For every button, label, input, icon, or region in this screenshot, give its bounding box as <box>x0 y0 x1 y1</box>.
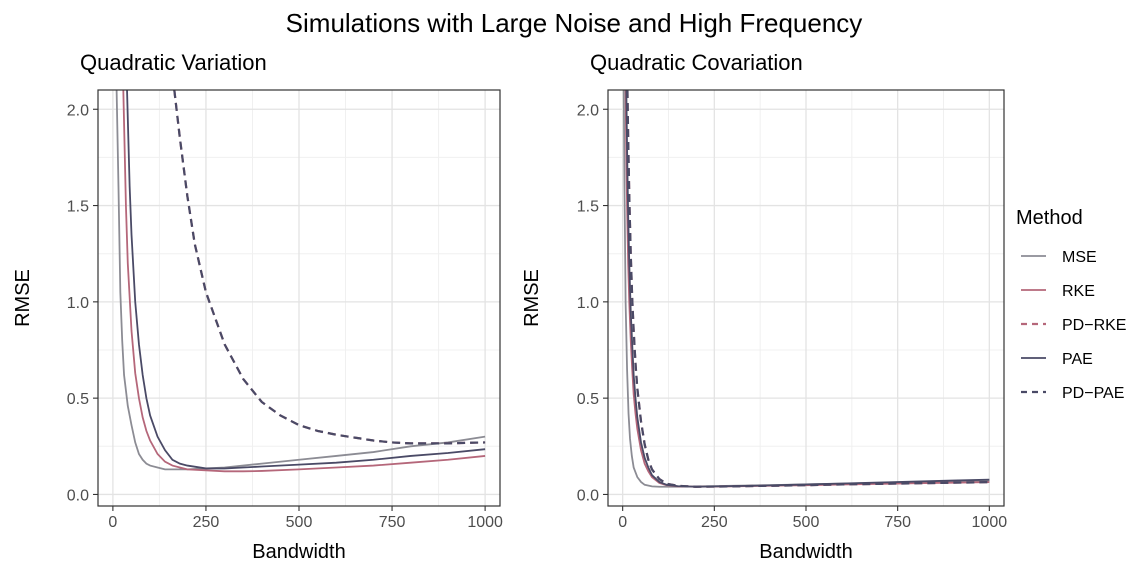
x-tick-label: 1000 <box>467 514 503 531</box>
series-line-mse <box>115 90 486 471</box>
series-group <box>115 90 486 473</box>
x-tick-label: 0 <box>108 514 117 531</box>
series-line-pdpae <box>626 90 990 488</box>
y-tick-label: 2.0 <box>67 102 89 119</box>
legend-label: PD−RKE <box>1062 317 1126 334</box>
x-tick-label: 500 <box>286 514 313 531</box>
y-tick-label: 1.0 <box>67 295 89 312</box>
legend-label: RKE <box>1062 283 1095 300</box>
y-axis-label: RMSE <box>521 269 543 327</box>
legend-label: PAE <box>1062 351 1093 368</box>
x-tick-label: 500 <box>793 514 820 531</box>
y-tick-label: 0.5 <box>577 391 599 408</box>
panel-1: 0 250 500 750 1000 0.0 0.5 1.0 1.5 2.0 Quadratic V… <box>12 50 503 563</box>
panel-title: Quadratic Variation <box>80 50 267 75</box>
x-tick-label: 250 <box>701 514 728 531</box>
y-tick-label: 0.0 <box>577 487 599 504</box>
y-axis-label: RMSE <box>12 269 34 327</box>
legend-label: MSE <box>1062 249 1097 266</box>
y-tick-label: 1.5 <box>577 199 599 216</box>
y-tick-label: 1.0 <box>577 295 599 312</box>
panels: 0 250 500 750 1000 0.0 0.5 1.0 1.5 2.0 Quadratic V… <box>12 50 1007 563</box>
y-tick-label: 1.5 <box>67 199 89 216</box>
x-axis-label: Bandwidth <box>252 541 345 563</box>
x-tick-label: 1000 <box>972 514 1008 531</box>
y-tick-label: 2.0 <box>577 102 599 119</box>
y-tick-label: 0.5 <box>67 391 89 408</box>
series-line-rke <box>122 90 486 473</box>
y-tick-label: 0.0 <box>67 487 89 504</box>
legend-title: Method <box>1016 207 1083 229</box>
x-tick-label: 750 <box>884 514 911 531</box>
series-group <box>622 90 990 488</box>
panel-title: Quadratic Covariation <box>590 50 803 75</box>
panel-2: 0 250 500 750 1000 0.0 0.5 1.0 1.5 2.0 Quadratic C… <box>521 50 1007 563</box>
series-line-pdpae <box>173 90 486 445</box>
legend-label: PD−PAE <box>1062 385 1124 402</box>
x-axis-label: Bandwidth <box>759 541 852 563</box>
series-line-pae <box>126 90 486 470</box>
figure-title: Simulations with Large Noise and High Fr… <box>286 8 863 38</box>
x-tick-label: 0 <box>618 514 627 531</box>
x-tick-label: 750 <box>379 514 406 531</box>
x-tick-label: 250 <box>193 514 220 531</box>
legend: Method MSE RKE PD−RKE PAE PD−PAE <box>1016 207 1126 402</box>
